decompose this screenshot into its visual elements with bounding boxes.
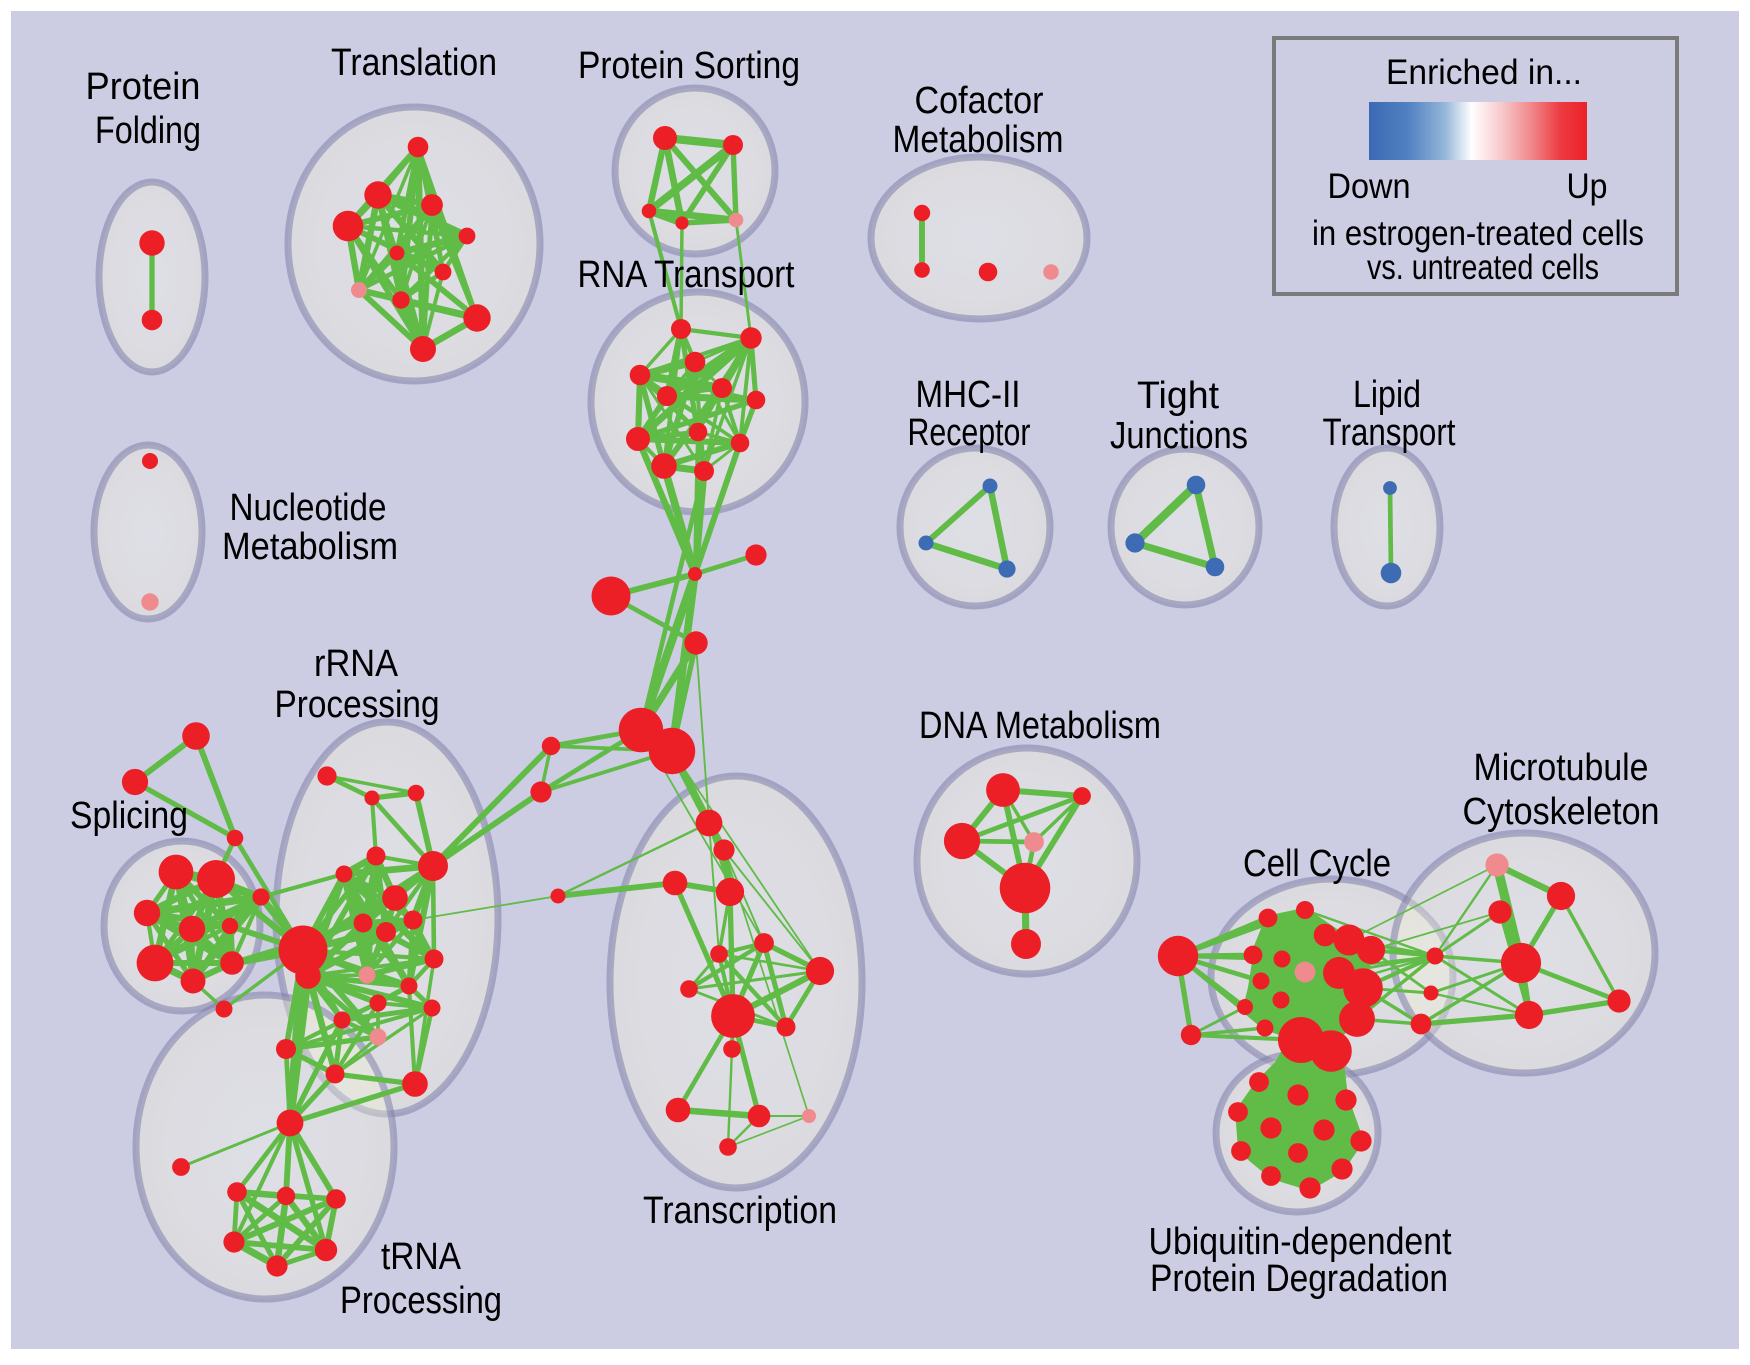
svg-text:vs. untreated cells: vs. untreated cells [1367,248,1599,287]
svg-text:Cytoskeleton: Cytoskeleton [1463,791,1660,833]
svg-text:MHC-II: MHC-II [916,374,1021,416]
svg-text:tRNA: tRNA [381,1236,462,1278]
svg-text:Ubiquitin-dependent: Ubiquitin-dependent [1149,1221,1452,1263]
svg-text:Splicing: Splicing [70,795,188,837]
svg-text:Tight: Tight [1137,375,1219,417]
svg-text:Cofactor: Cofactor [915,80,1044,122]
svg-text:rRNA: rRNA [314,643,399,685]
svg-text:Folding: Folding [95,110,201,152]
svg-text:Nucleotide: Nucleotide [230,487,387,529]
svg-text:Enriched in...: Enriched in... [1386,53,1582,92]
svg-text:Cell Cycle: Cell Cycle [1243,843,1391,885]
svg-text:DNA Metabolism: DNA Metabolism [919,705,1161,747]
svg-text:Microtubule: Microtubule [1474,747,1649,789]
svg-text:Up: Up [1567,167,1608,206]
svg-text:Transport: Transport [1323,412,1456,454]
svg-text:Processing: Processing [340,1280,502,1322]
svg-text:Processing: Processing [275,684,440,726]
svg-text:Down: Down [1328,167,1411,206]
svg-text:in estrogen-treated cells: in estrogen-treated cells [1312,214,1644,253]
svg-text:RNA Transport: RNA Transport [578,254,795,296]
svg-text:Junctions: Junctions [1110,415,1248,457]
svg-text:Translation: Translation [331,42,497,84]
svg-text:Metabolism: Metabolism [893,119,1064,161]
svg-text:Protein: Protein [86,66,201,108]
svg-text:Receptor: Receptor [908,412,1031,454]
svg-text:Metabolism: Metabolism [222,526,398,568]
svg-text:Lipid: Lipid [1353,374,1421,416]
svg-text:Transcription: Transcription [643,1190,837,1232]
svg-text:Protein Sorting: Protein Sorting [578,45,800,87]
svg-text:Protein Degradation: Protein Degradation [1150,1258,1448,1300]
